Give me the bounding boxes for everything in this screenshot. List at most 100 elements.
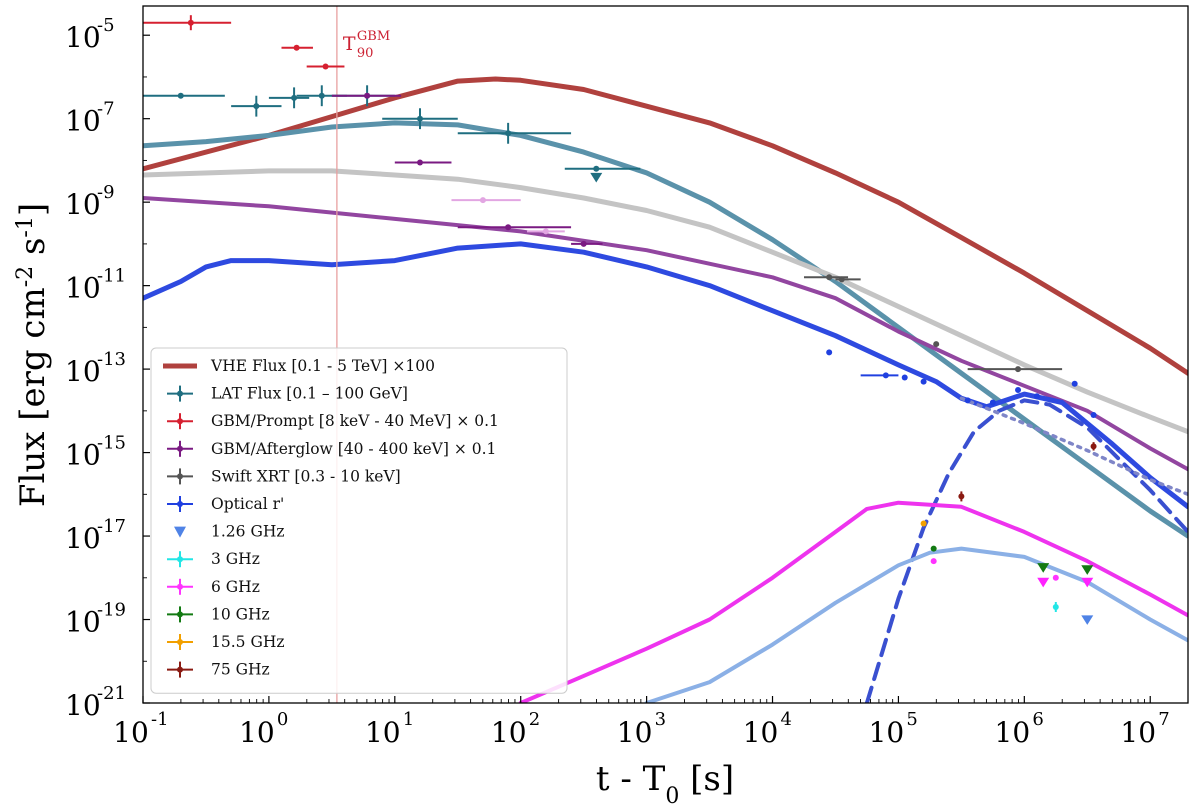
- marker: [542, 228, 549, 235]
- legend-label: GBM/Prompt [8 keV - 40 MeV] × 0.1: [211, 412, 499, 430]
- legend-label: Optical r': [211, 495, 284, 513]
- marker: [505, 224, 512, 231]
- point-radio-3-0: [1052, 601, 1059, 613]
- point-gbm-prompt-0: [143, 15, 232, 31]
- x-tick-label: 10: [113, 716, 149, 749]
- legend-handle-marker: [177, 556, 183, 563]
- x-tick-exponent: 1: [403, 709, 414, 730]
- legend-handle-marker: [177, 473, 183, 480]
- x-tick-exponent: 6: [1032, 709, 1043, 730]
- x-tick-label: 10: [995, 716, 1031, 749]
- marker: [291, 94, 298, 101]
- curve-xrt-model: [143, 168, 1188, 435]
- legend-label: 10 GHz: [211, 605, 270, 623]
- t90-label-sup: GBM: [357, 29, 390, 44]
- x-tick-exponent: 3: [655, 709, 666, 730]
- plot-frame: [142, 5, 1189, 704]
- marker: [1071, 380, 1078, 387]
- point-radio-75-0: [958, 491, 965, 502]
- legend: VHE Flux [0.1 - 5 TeV] ×100 LAT Flux [0.1…: [150, 347, 568, 694]
- y-tick-exponent: -5: [97, 15, 115, 36]
- t90-label-sub: 90: [357, 46, 374, 61]
- y-tick-exponent: -21: [97, 683, 126, 704]
- legend-label: 15.5 GHz: [211, 633, 285, 651]
- y-tick-label: 10: [65, 439, 101, 472]
- curve-1p26ghz-model: [644, 546, 1188, 703]
- point-radio-6-1: [1052, 574, 1059, 581]
- legend-entry-10: 15.5 GHz: [167, 633, 285, 651]
- point-optical-1: [860, 372, 899, 379]
- point-radio-15p5-0: [920, 520, 927, 527]
- y-tick-exponent: -9: [97, 182, 115, 203]
- legend-entry-2: GBM/Prompt [8 keV - 40 MeV] × 0.1: [167, 412, 499, 430]
- point-gbm-afterglow-faint-0: [451, 197, 521, 204]
- upper-limit-3: [1081, 565, 1094, 575]
- x-tick-exponent: 2: [529, 709, 540, 730]
- point-optical-3: [920, 378, 927, 385]
- x-tick-label: 10: [491, 716, 527, 749]
- marker: [505, 130, 512, 137]
- point-lat-2: [268, 87, 310, 109]
- y-tick-label: 10: [65, 355, 101, 388]
- y-axis-ticks: 10-510-710-910-1110-1310-1510-1710-1910-…: [65, 15, 150, 722]
- marker: [964, 397, 971, 404]
- point-optical-8: [1071, 380, 1078, 387]
- y-tick-exponent: -17: [97, 516, 126, 537]
- marker: [989, 399, 996, 406]
- legend-label: GBM/Afterglow [40 - 400 keV] × 0.1: [211, 440, 496, 458]
- y-tick-exponent: -11: [97, 266, 126, 287]
- axis-labels: t - T0 [s] Flux [erg cm-2 s-1]: [13, 203, 735, 809]
- t90-label: T: [343, 33, 356, 55]
- upper-limit-1: [1037, 563, 1050, 573]
- marker: [364, 92, 371, 99]
- marker: [1015, 366, 1022, 373]
- point-xrt-1: [835, 276, 861, 283]
- y-tick-label: 10: [65, 105, 101, 138]
- point-optical-2: [901, 374, 908, 381]
- x-tick-label: 10: [869, 716, 905, 749]
- point-gbm-afterglow-1: [394, 159, 452, 166]
- y-tick-exponent: -15: [97, 433, 126, 454]
- y-tick-label: 10: [65, 522, 101, 555]
- point-lat-6: [457, 122, 572, 144]
- marker: [593, 165, 600, 172]
- upper-limit-0: [1037, 577, 1050, 588]
- x-tick-label: 10: [365, 716, 401, 749]
- curve-optical-dashed: [864, 398, 1188, 703]
- upper-limit-2: [1081, 577, 1094, 588]
- y-axis-label: Flux [erg cm-2 s-1]: [13, 203, 54, 507]
- legend-entry-0: VHE Flux [0.1 - 5 TeV] ×100: [163, 357, 435, 375]
- marker: [1052, 574, 1059, 581]
- point-lat-1: [231, 95, 282, 117]
- point-optical-9: [1090, 412, 1097, 419]
- marker: [1090, 443, 1097, 450]
- x-tick-exponent: -1: [151, 709, 169, 730]
- point-radio-75-1: [1090, 442, 1097, 451]
- y-tick-exponent: -19: [97, 600, 126, 621]
- point-gbm-afterglow-faint-1: [527, 228, 565, 235]
- marker: [920, 378, 927, 385]
- marker: [930, 558, 937, 565]
- legend-entry-8: 6 GHz: [167, 578, 260, 596]
- legend-handle-marker: [177, 390, 183, 397]
- marker: [479, 197, 486, 204]
- marker: [253, 103, 260, 110]
- legend-entry-9: 10 GHz: [167, 605, 270, 623]
- x-axis-label: t - T0 [s]: [596, 759, 734, 809]
- legend-handle-triangle: [174, 526, 186, 538]
- point-lat-5: [382, 108, 458, 130]
- marker: [920, 520, 927, 527]
- point-lat-0: [143, 92, 225, 99]
- legend-entry-3: GBM/Afterglow [40 - 400 keV] × 0.1: [167, 440, 496, 458]
- legend-label: Swift XRT [0.3 - 10 keV]: [211, 467, 401, 485]
- legend-handle-marker: [177, 501, 183, 507]
- point-gbm-prompt-2: [306, 63, 345, 70]
- point-xrt-2: [933, 341, 940, 348]
- marker: [826, 349, 833, 356]
- marker: [930, 545, 937, 552]
- marker: [293, 44, 300, 51]
- legend-box: [150, 347, 568, 694]
- y-tick-label: 10: [65, 188, 101, 221]
- marker: [1090, 412, 1097, 419]
